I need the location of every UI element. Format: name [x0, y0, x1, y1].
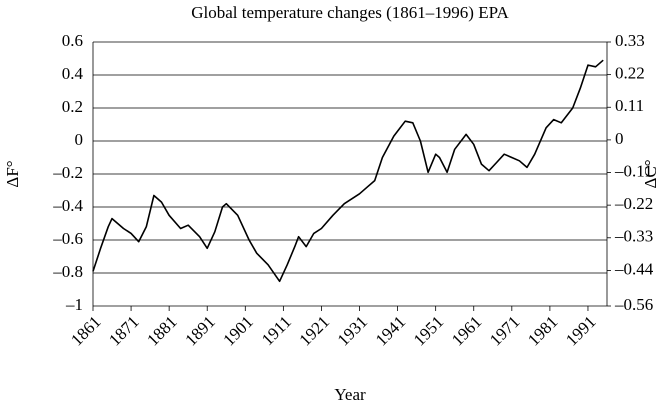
- x-tick-label: 1971: [486, 312, 523, 349]
- y-tick-label: 0: [75, 130, 84, 149]
- x-tick-label: 1911: [258, 312, 295, 349]
- y2-tick-label: –0.44: [614, 259, 654, 278]
- y-tick-label: 0.2: [62, 97, 83, 116]
- x-tick-label: 1901: [219, 312, 256, 349]
- y2-tick-label: –0.33: [614, 227, 653, 246]
- data-line: [92, 59, 604, 283]
- y2-tick-label: 0.33: [615, 31, 645, 50]
- y-tick-label: –1: [65, 295, 83, 314]
- x-tick-label: 1881: [143, 312, 180, 349]
- y-tick-label: –0.6: [52, 229, 83, 248]
- y-tick-label: –0.8: [52, 262, 83, 281]
- y-tick-label: 0.4: [62, 64, 84, 83]
- x-tick-label: 1921: [296, 312, 333, 349]
- y-tick-label: –0.4: [52, 196, 83, 215]
- x-tick-label: 1961: [448, 312, 485, 349]
- y2-tick-label: –0.22: [614, 194, 653, 213]
- x-tick-label: 1931: [334, 312, 371, 349]
- y2-tick-label: –0.56: [614, 295, 653, 314]
- x-tick-label: 1981: [524, 312, 561, 349]
- chart-title: Global temperature changes (1861–1996) E…: [191, 3, 509, 22]
- y2-tick-label: –0.11: [614, 161, 653, 180]
- x-tick-label: 1861: [67, 312, 104, 349]
- x-axis-label: Year: [334, 385, 366, 404]
- y2-axis-label: ΔC°: [641, 159, 660, 188]
- x-tick-label: 1891: [181, 312, 218, 349]
- y2-tick-label: 0.11: [615, 96, 644, 115]
- x-tick-label: 1941: [372, 312, 409, 349]
- y-tick-label: –0.2: [52, 163, 83, 182]
- y-tick-label: 0.6: [62, 31, 83, 50]
- x-tick-label: 1951: [410, 312, 447, 349]
- x-tick-label: 1991: [562, 312, 599, 349]
- y2-tick-label: 0.22: [615, 64, 645, 83]
- y2-tick-label: 0: [615, 129, 624, 148]
- y-axis-label: ΔF°: [3, 160, 22, 187]
- x-tick-label: 1871: [105, 312, 142, 349]
